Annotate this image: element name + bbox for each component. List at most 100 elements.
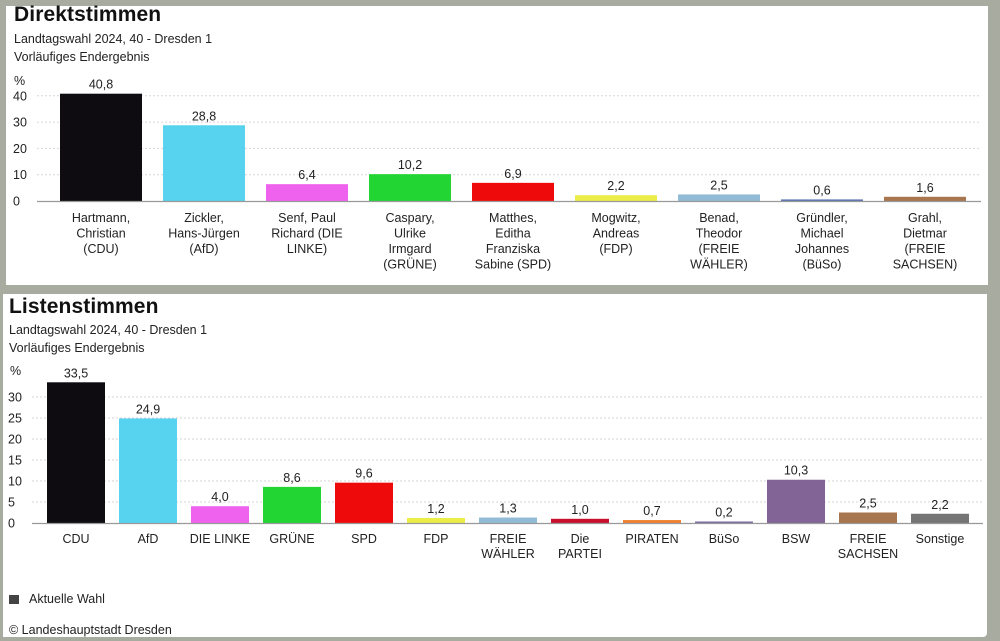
x-tick-label: BSW — [782, 532, 811, 546]
copyright-notice: © Landeshauptstadt Dresden — [9, 623, 172, 637]
data-label: 2,5 — [710, 178, 727, 192]
x-tick-label: AfD — [138, 532, 159, 546]
bar — [472, 182, 554, 201]
bar — [47, 382, 105, 523]
x-tick-label-line: (FDP) — [599, 242, 632, 256]
x-tick-label-line: (GRÜNE) — [383, 258, 436, 272]
x-tick-label-line: PARTEI — [558, 547, 602, 561]
x-tick-label: Gründler, Michael Johannes (BüSo) — [795, 211, 849, 272]
chart-subtitle-status: Vorläufiges Endergebnis — [9, 341, 145, 355]
x-tick-label-line: (BüSo) — [803, 258, 842, 272]
data-label: 2,2 — [607, 179, 624, 193]
bar — [60, 93, 142, 201]
x-tick-label-line: Grahl, — [908, 211, 942, 225]
data-label: 28,8 — [192, 109, 216, 123]
x-tick-label: Benad, Theodor (FREIE WÄHLER) — [690, 211, 748, 272]
y-tick-label: 0 — [13, 195, 20, 209]
x-tick-label-line: SPD — [351, 532, 377, 546]
bar — [767, 479, 825, 523]
y-tick-label: 30 — [13, 116, 27, 130]
x-tick-label-line: WÄHLER) — [690, 258, 748, 272]
data-label: 2,2 — [931, 498, 948, 512]
x-tick-label-line: GRÜNE — [269, 532, 314, 546]
x-tick-label-line: Sabine (SPD) — [475, 258, 551, 272]
y-tick-label: 0 — [8, 517, 15, 531]
bar — [678, 194, 760, 201]
bar — [119, 418, 177, 523]
x-tick-label-line: (CDU) — [83, 242, 118, 256]
y-tick-label: 10 — [13, 168, 27, 182]
bar — [781, 199, 863, 201]
x-tick-label-line: Hartmann, — [72, 211, 130, 225]
data-label: 0,6 — [813, 183, 830, 197]
direktstimmen-panel: Direktstimmen Landtagswahl 2024, 40 - Dr… — [6, 3, 988, 285]
legend-label: Aktuelle Wahl — [29, 592, 105, 606]
x-tick-label: Matthes, Editha Franziska Sabine (SPD) — [475, 211, 551, 272]
x-tick-label: BüSo — [709, 532, 740, 546]
data-label: 33,5 — [64, 366, 88, 380]
x-tick-label: Sonstige — [916, 532, 965, 546]
x-tick-label: FREIE WÄHLER — [481, 532, 534, 561]
x-tick-label-line: Christian — [76, 227, 125, 241]
data-label: 0,2 — [715, 506, 732, 520]
data-label: 0,7 — [643, 504, 660, 518]
chart-legend: Aktuelle Wahl — [9, 592, 105, 606]
y-tick-label: 30 — [8, 391, 22, 405]
x-tick-label-line: PIRATEN — [625, 532, 678, 546]
bar — [884, 196, 966, 201]
x-tick-label: Mogwitz, Andreas (FDP) — [591, 211, 640, 256]
x-tick-label-line: Sonstige — [916, 532, 965, 546]
x-tick-label-line: Matthes, — [489, 211, 537, 225]
x-tick-label-line: Franziska — [486, 242, 540, 256]
bar — [407, 517, 465, 523]
x-tick-label: Die PARTEI — [558, 532, 602, 561]
legend-swatch — [9, 594, 19, 604]
x-tick-label-line: Zickler, — [184, 211, 224, 225]
x-tick-label-line: Theodor — [696, 227, 743, 241]
x-tick-label: Caspary, Ulrike Irmgard (GRÜNE) — [383, 211, 436, 272]
data-label: 6,9 — [504, 167, 521, 181]
x-tick-label: CDU — [62, 532, 89, 546]
x-tick-label-line: DIE LINKE — [190, 532, 250, 546]
chart-title: Direktstimmen — [14, 3, 162, 26]
y-tick-label: 10 — [8, 475, 22, 489]
listenstimmen-chart: % 0 5 10 15 20 25 30 33,5 CDU 24,9 AfD 4,0 DIE LINKE 8… — [8, 364, 983, 561]
x-tick-label-line: (FREIE — [905, 242, 946, 256]
x-tick-label: FDP — [424, 532, 449, 546]
chart-title: Listenstimmen — [9, 295, 159, 318]
x-tick-label-line: CDU — [62, 532, 89, 546]
data-label: 24,9 — [136, 402, 160, 416]
bar — [695, 521, 753, 523]
x-tick-label-line: WÄHLER — [481, 547, 534, 561]
x-tick-label-line: SACHSEN — [838, 547, 898, 561]
bar — [911, 513, 969, 523]
x-tick-label: SPD — [351, 532, 377, 546]
y-tick-label: 15 — [8, 454, 22, 468]
x-tick-label-line: FREIE — [490, 532, 527, 546]
data-label: 10,3 — [784, 464, 808, 478]
x-tick-label-line: Michael — [800, 227, 843, 241]
x-tick-label-line: BSW — [782, 532, 811, 546]
x-tick-label: FREIE SACHSEN — [838, 532, 898, 561]
chart-subtitle-status: Vorläufiges Endergebnis — [14, 50, 150, 64]
data-label: 1,6 — [916, 181, 933, 195]
x-tick-label-line: (AfD) — [189, 242, 218, 256]
bar — [369, 174, 451, 201]
y-axis-unit: % — [10, 364, 21, 378]
y-tick-label: 5 — [8, 496, 15, 510]
x-tick-label-line: Andreas — [593, 227, 640, 241]
data-label: 9,6 — [355, 467, 372, 481]
x-tick-label-line: Benad, — [699, 211, 739, 225]
data-label: 40,8 — [89, 78, 113, 92]
chart-subtitle: Landtagswahl 2024, 40 - Dresden 1 — [14, 32, 213, 46]
data-label: 2,5 — [859, 497, 876, 511]
x-tick-label-line: FREIE — [850, 532, 887, 546]
x-tick-label-line: Hans-Jürgen — [168, 227, 240, 241]
x-tick-label-line: BüSo — [709, 532, 740, 546]
chart-subtitle: Landtagswahl 2024, 40 - Dresden 1 — [9, 323, 208, 337]
y-tick-label: 25 — [8, 412, 22, 426]
bar — [191, 506, 249, 523]
data-label: 4,0 — [211, 490, 228, 504]
x-tick-label-line: Mogwitz, — [591, 211, 640, 225]
x-tick-label-line: AfD — [138, 532, 159, 546]
